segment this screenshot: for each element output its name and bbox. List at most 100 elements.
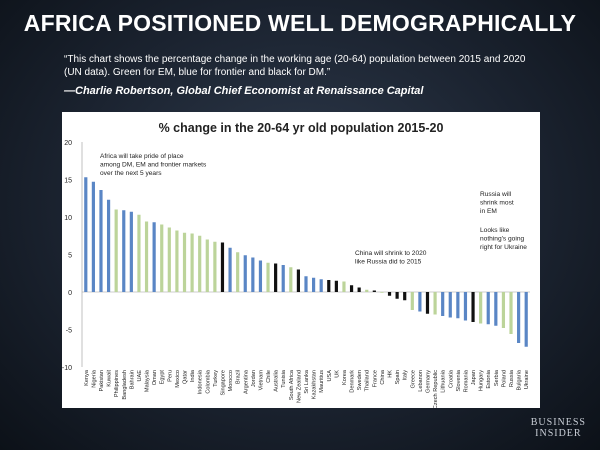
x-tick-label: Lithuania <box>441 369 447 393</box>
bar-hungary <box>479 292 483 324</box>
bar-mauritius <box>319 279 323 292</box>
x-tick-label: Romania <box>463 369 469 392</box>
x-tick-label: HK <box>388 370 394 378</box>
bar-brazil <box>236 252 240 292</box>
x-tick-label: Hungary <box>479 370 485 391</box>
x-tick-label: Korea <box>342 369 348 385</box>
quote-attribution: —Charlie Robertson, Global Chief Economi… <box>64 85 424 97</box>
x-tick-label: Pakistan <box>99 370 105 391</box>
bar-singapore <box>220 242 225 292</box>
x-tick-label: Poland <box>501 370 507 387</box>
x-tick-label: Tunisia <box>281 369 287 388</box>
bar-uk <box>334 280 338 292</box>
x-tick-label: Kuwait <box>107 370 113 387</box>
chart-title: % change in the 20-64 yr old population … <box>159 121 444 135</box>
bar-south-africa <box>289 267 293 292</box>
page-title: AFRICA POSITIONED WELL DEMOGRAPHICALLY <box>23 10 577 36</box>
bar-poland <box>501 292 506 328</box>
bar-estonia <box>486 292 490 325</box>
bar-kazakhstan <box>311 277 316 292</box>
bar-uae <box>137 214 141 292</box>
chart-annotation-line: Looks like <box>480 227 510 234</box>
bar-lebanon <box>418 292 422 312</box>
x-tick-label: Jordan <box>251 370 257 387</box>
x-tick-label: Thailand <box>365 370 371 391</box>
bar-spain <box>395 292 399 299</box>
bar-greece <box>410 292 414 310</box>
y-tick-label: 20 <box>64 140 72 147</box>
x-tick-label: Egypt <box>160 370 166 385</box>
bar-malaysia <box>144 221 149 292</box>
bar-indonesia <box>198 235 202 292</box>
x-tick-label: Lebanon <box>418 370 424 392</box>
bar-bahrain <box>129 211 133 292</box>
bar-kenya <box>84 177 88 292</box>
x-tick-label: Brazil <box>236 370 242 384</box>
bar-colombia <box>205 239 209 292</box>
bar-bangladesh <box>122 210 126 292</box>
x-tick-label: Philippines <box>114 370 120 397</box>
bar-france <box>372 290 376 292</box>
x-tick-label: USA <box>327 370 333 382</box>
bar-mexico <box>175 230 179 292</box>
bar-tunisia <box>281 265 285 292</box>
x-tick-label: Peru <box>167 370 173 382</box>
bar-ukraine <box>524 292 528 347</box>
x-tick-label: India <box>190 369 196 382</box>
bar-usa <box>327 280 331 292</box>
x-tick-label: UAE <box>137 370 143 382</box>
y-tick-label: 15 <box>64 178 72 185</box>
x-tick-label: Oman <box>152 370 158 385</box>
x-tick-label: France <box>372 370 378 387</box>
chart-annotation-line: among DM, EM and frontier markets <box>100 162 207 169</box>
chart-description-quote: “This chart shows the percentage change … <box>64 54 526 78</box>
x-tick-label: Sweden <box>357 370 363 390</box>
brand-logo: BUSINESS INSIDER <box>531 417 586 439</box>
chart-annotation-line: nothing's going <box>480 236 524 243</box>
x-tick-label: Australia <box>274 369 280 392</box>
x-tick-label: Colombia <box>205 369 211 394</box>
x-tick-label: Malaysia <box>145 369 151 392</box>
brand-line-1: BUSINESS <box>530 417 586 428</box>
bar-argentina <box>243 255 247 292</box>
bar-germany <box>425 292 430 314</box>
bar-italy <box>403 292 407 301</box>
y-tick-label: -5 <box>66 328 72 335</box>
bar-sri-lanka <box>304 276 308 292</box>
x-tick-label: Slovenia <box>456 369 462 391</box>
bar-new-zealand <box>296 269 301 292</box>
x-tick-label: South Africa <box>289 369 295 400</box>
x-tick-label: Denmark <box>350 370 356 393</box>
x-tick-label: Argentina <box>243 369 249 394</box>
chart-annotation-line: shrink most <box>480 200 514 207</box>
brand-line-2: INSIDER <box>535 428 582 439</box>
bar-morocco <box>228 247 232 292</box>
x-tick-label: Germany <box>425 370 431 393</box>
x-tick-label: China <box>380 369 386 385</box>
x-tick-label: Turkey <box>213 370 219 387</box>
bar-russia <box>509 292 513 334</box>
bar-thailand <box>365 289 369 292</box>
x-tick-label: Bahrain <box>129 370 135 389</box>
x-tick-label: Greece <box>410 370 416 388</box>
bar-nigeria <box>91 181 95 292</box>
x-tick-label: Indonesia <box>198 369 204 394</box>
bar-qatar <box>182 232 187 292</box>
x-tick-label: Czech Republic <box>433 370 439 408</box>
x-tick-label: New Zealand <box>296 370 302 403</box>
bar-vietnam <box>258 260 263 292</box>
x-tick-label: Kazakhstan <box>312 370 318 399</box>
x-tick-label: Mexico <box>175 370 181 388</box>
bar-lithuania <box>441 292 445 316</box>
y-tick-label: 5 <box>68 253 72 260</box>
bar-kuwait <box>106 199 111 292</box>
bar-chile <box>266 262 270 292</box>
bar-china <box>380 292 384 293</box>
bar-sweden <box>357 287 361 292</box>
x-tick-label: Japan <box>471 370 477 385</box>
chart-annotation-line: China will shrink to 2020 <box>355 250 427 257</box>
chart-annotation-line: right for Ukraine <box>480 244 527 251</box>
bar-chart: % change in the 20-64 yr old population … <box>62 121 530 408</box>
bar-pakistan <box>99 190 103 292</box>
bar-czech-republic <box>433 292 437 315</box>
